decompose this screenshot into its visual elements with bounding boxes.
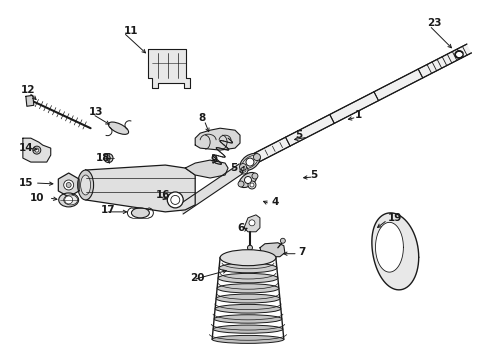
Ellipse shape xyxy=(131,208,149,218)
Ellipse shape xyxy=(247,181,255,189)
Ellipse shape xyxy=(213,325,282,333)
Text: 5: 5 xyxy=(294,130,302,140)
Text: 4: 4 xyxy=(271,197,279,207)
Ellipse shape xyxy=(218,273,277,283)
Ellipse shape xyxy=(81,175,90,195)
Ellipse shape xyxy=(64,196,73,204)
Text: 7: 7 xyxy=(297,247,305,257)
Ellipse shape xyxy=(108,122,128,134)
Ellipse shape xyxy=(238,181,244,187)
Polygon shape xyxy=(185,160,227,178)
Ellipse shape xyxy=(251,173,258,179)
Polygon shape xyxy=(195,128,240,150)
Ellipse shape xyxy=(217,284,278,293)
Text: 18: 18 xyxy=(95,153,110,163)
Ellipse shape xyxy=(242,168,245,172)
Ellipse shape xyxy=(454,51,462,58)
Ellipse shape xyxy=(216,294,279,303)
Text: 14: 14 xyxy=(19,143,34,153)
Polygon shape xyxy=(260,243,285,257)
Text: 19: 19 xyxy=(386,213,401,223)
Ellipse shape xyxy=(66,183,71,188)
Ellipse shape xyxy=(78,170,93,200)
Ellipse shape xyxy=(35,148,39,152)
Text: 10: 10 xyxy=(30,193,45,203)
Polygon shape xyxy=(244,215,260,232)
Text: 11: 11 xyxy=(123,26,138,36)
Polygon shape xyxy=(148,49,190,88)
Text: 16: 16 xyxy=(155,190,169,200)
Ellipse shape xyxy=(63,180,74,190)
Ellipse shape xyxy=(167,192,183,208)
Ellipse shape xyxy=(244,176,251,184)
Ellipse shape xyxy=(240,166,247,174)
Text: 13: 13 xyxy=(88,107,103,117)
Ellipse shape xyxy=(215,305,280,313)
Text: 8: 8 xyxy=(198,113,205,123)
Polygon shape xyxy=(26,95,34,106)
Polygon shape xyxy=(371,213,418,290)
Ellipse shape xyxy=(212,336,283,343)
Ellipse shape xyxy=(214,315,281,323)
Ellipse shape xyxy=(239,163,246,171)
Polygon shape xyxy=(375,222,403,272)
Ellipse shape xyxy=(220,250,275,266)
Ellipse shape xyxy=(248,220,254,226)
Text: 1: 1 xyxy=(354,110,361,120)
Ellipse shape xyxy=(253,154,260,161)
Polygon shape xyxy=(85,165,195,212)
Ellipse shape xyxy=(33,146,41,154)
Ellipse shape xyxy=(170,195,180,204)
Text: 17: 17 xyxy=(101,205,115,215)
Text: 15: 15 xyxy=(19,178,33,188)
Text: 5: 5 xyxy=(309,170,316,180)
Text: 5: 5 xyxy=(229,163,237,173)
Ellipse shape xyxy=(240,154,259,171)
Ellipse shape xyxy=(249,183,253,187)
Polygon shape xyxy=(23,138,51,162)
Ellipse shape xyxy=(219,263,276,273)
Ellipse shape xyxy=(63,195,78,205)
Ellipse shape xyxy=(104,154,113,163)
Ellipse shape xyxy=(106,156,110,160)
Ellipse shape xyxy=(280,238,285,243)
Ellipse shape xyxy=(247,245,252,250)
Text: 23: 23 xyxy=(427,18,441,28)
Text: 12: 12 xyxy=(21,85,35,95)
Text: 20: 20 xyxy=(190,273,204,283)
Text: 6: 6 xyxy=(237,223,244,233)
Ellipse shape xyxy=(245,158,253,166)
Ellipse shape xyxy=(59,193,79,207)
Polygon shape xyxy=(177,164,244,214)
Ellipse shape xyxy=(239,172,256,188)
Polygon shape xyxy=(58,173,79,197)
Ellipse shape xyxy=(242,156,257,168)
Polygon shape xyxy=(245,44,470,167)
Text: 9: 9 xyxy=(210,155,217,165)
Ellipse shape xyxy=(220,253,275,263)
